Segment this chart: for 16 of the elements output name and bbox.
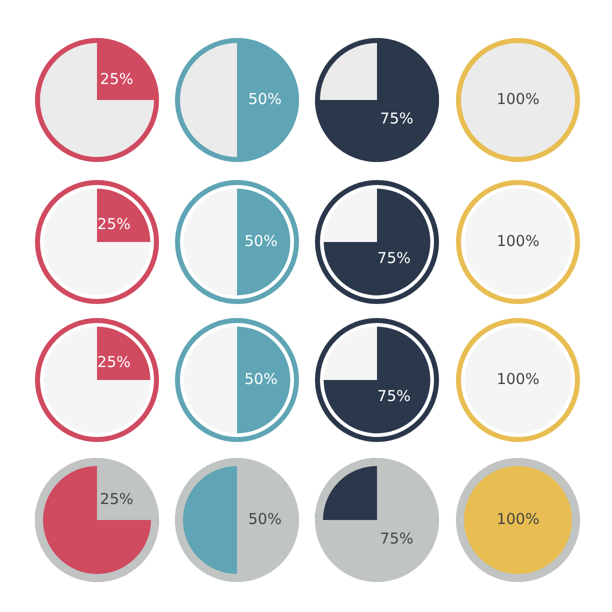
data-label: 75% (380, 530, 414, 548)
data-label: 100% (496, 90, 540, 108)
data-label: 75% (377, 386, 411, 405)
data-label: 75% (380, 110, 414, 128)
data-label: 25% (97, 352, 131, 371)
data-label: 100% (496, 510, 540, 528)
data-label: 50% (248, 90, 282, 108)
data-label: 50% (248, 510, 282, 528)
data-label: 75% (377, 248, 411, 267)
data-label: 25% (100, 70, 134, 88)
data-label: 50% (244, 370, 278, 388)
data-label: 50% (244, 232, 278, 250)
data-label: 100% (496, 232, 540, 250)
data-label: 25% (100, 490, 134, 508)
data-label: 100% (496, 370, 540, 388)
data-label: 25% (97, 214, 131, 233)
